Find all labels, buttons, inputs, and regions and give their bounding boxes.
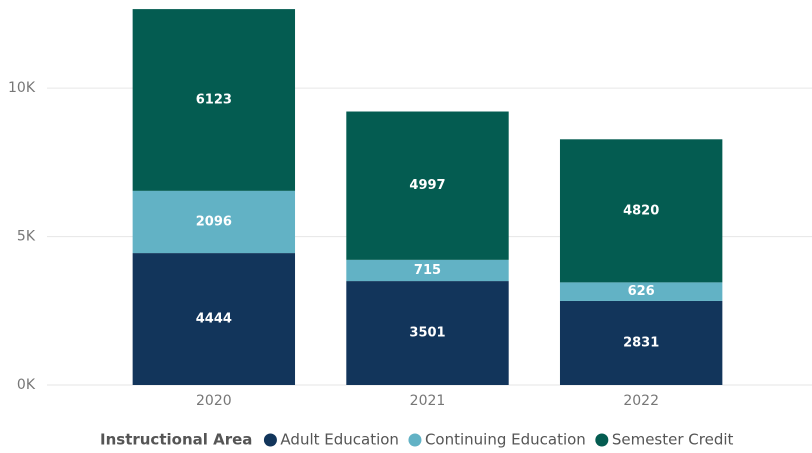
y-tick-label: 0K (17, 377, 36, 393)
bar-segment (132, 253, 296, 385)
legend-label: Continuing Education (425, 431, 586, 449)
data-label: 2831 (623, 335, 659, 350)
y-tick-label: 10K (8, 80, 36, 96)
bar-segment (346, 259, 509, 282)
legend-marker (595, 433, 609, 447)
bar-segment (132, 190, 296, 254)
legend-label: Adult Education (280, 431, 399, 449)
data-label: 3501 (409, 326, 445, 341)
bar-segment (346, 281, 509, 385)
bar-segment (559, 300, 723, 385)
data-label: 6123 (196, 92, 232, 107)
x-tick-label: 2022 (623, 393, 659, 409)
data-label: 715 (414, 263, 441, 278)
data-label: 4444 (196, 312, 232, 327)
legend-marker (263, 433, 277, 447)
data-label: 4997 (409, 178, 445, 193)
x-tick-label: 2020 (196, 393, 232, 409)
bar-segment (559, 282, 723, 301)
data-label: 626 (628, 284, 655, 299)
bar-segment (559, 139, 723, 283)
x-tick-label: 2021 (410, 393, 446, 409)
legend-marker (408, 433, 422, 447)
bar-segment (132, 9, 296, 191)
data-label: 4820 (623, 203, 659, 218)
legend-label: Semester Credit (612, 431, 734, 449)
legend-title: Instructional Area (100, 431, 252, 449)
bar-segment (346, 111, 509, 260)
data-label: 2096 (196, 214, 232, 229)
y-tick-label: 5K (17, 229, 36, 245)
